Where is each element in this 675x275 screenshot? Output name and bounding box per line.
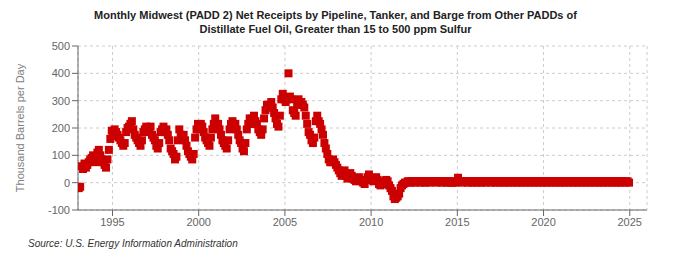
- svg-text:300: 300: [52, 95, 70, 107]
- svg-text:1995: 1995: [100, 216, 124, 228]
- svg-text:400: 400: [52, 67, 70, 79]
- svg-text:200: 200: [52, 122, 70, 134]
- svg-text:2025: 2025: [618, 216, 642, 228]
- svg-text:-100: -100: [48, 204, 70, 216]
- svg-text:2015: 2015: [445, 216, 469, 228]
- svg-text:0: 0: [64, 177, 70, 189]
- html-text:Distillate Fuel Oil, Greater t: Distillate Fuel Oil, Greater than 15 to …: [199, 23, 472, 35]
- svg-text:2010: 2010: [359, 216, 383, 228]
- html-text:Source: U.S. Energy Informatio: Source: U.S. Energy Information Administ…: [28, 238, 238, 249]
- svg-text:2000: 2000: [186, 216, 210, 228]
- html-text:Monthly Midwest (PADD 2) Net R: Monthly Midwest (PADD 2) Net Receipts by…: [94, 9, 577, 21]
- svg-text:Thousand Barrels per Day: Thousand Barrels per Day: [14, 63, 26, 192]
- svg-text:2005: 2005: [273, 216, 297, 228]
- svg-text:2020: 2020: [531, 216, 555, 228]
- svg-text:100: 100: [52, 149, 70, 161]
- svg-text:500: 500: [52, 40, 70, 52]
